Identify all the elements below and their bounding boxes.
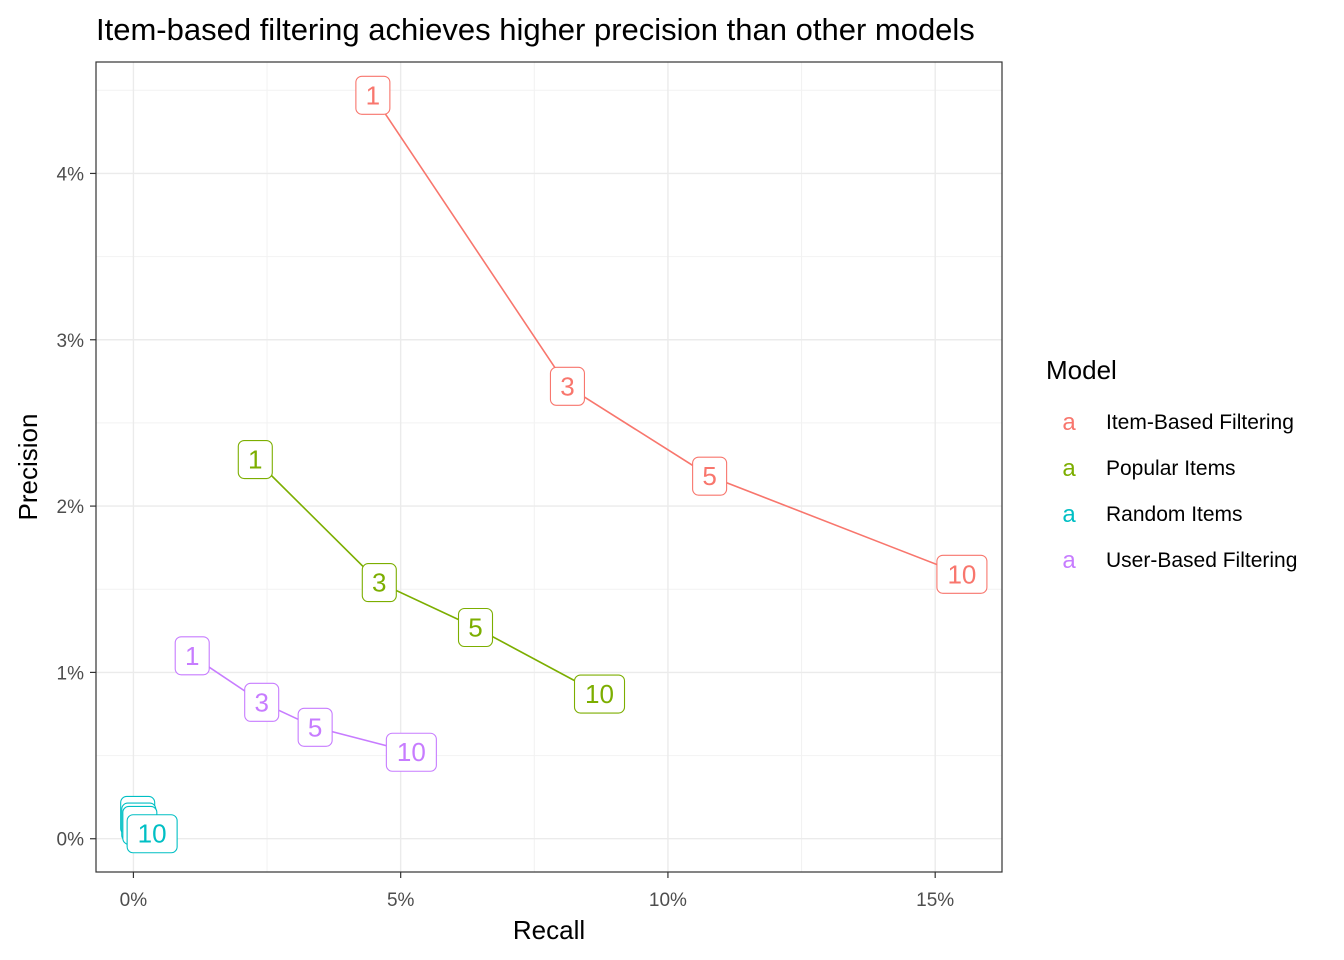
point-label: 10: [385, 732, 437, 772]
point-label: 5: [297, 707, 333, 747]
x-tick-label: 15%: [916, 890, 954, 911]
point-label-text: 10: [397, 737, 426, 767]
y-axis-title: Precision: [13, 414, 43, 521]
series-layer: 13510135101351013510: [120, 75, 988, 854]
x-axis-title: Recall: [513, 915, 585, 945]
point-label-box: [126, 814, 178, 854]
legend-title: Model: [1046, 355, 1117, 385]
x-tick-label: 10%: [649, 890, 687, 911]
point-label: 10: [936, 554, 988, 594]
point-label: 10: [573, 674, 626, 714]
y-tick-label: 4%: [57, 164, 85, 185]
legend-key-glyph: a: [1062, 501, 1076, 528]
point-label-text: 1: [248, 445, 262, 475]
x-tick-label: 5%: [387, 890, 415, 911]
point-label-text: 1: [366, 80, 380, 110]
point-label-box: [457, 607, 494, 648]
point-label-box: [174, 636, 210, 676]
grid-layer: [96, 62, 1002, 872]
point-label-box: [361, 563, 397, 603]
point-label-box: [573, 674, 626, 714]
point-label-text: 3: [372, 568, 386, 598]
point-label-box: [244, 682, 280, 722]
y-tick-label: 1%: [57, 663, 85, 684]
legend-label: Random Items: [1106, 503, 1243, 526]
point-label: 5: [692, 456, 728, 496]
point-label: 3: [549, 366, 585, 406]
chart-title: Item-based filtering achieves higher pre…: [96, 12, 975, 47]
point-label-box: [355, 75, 391, 115]
point-label: 10: [126, 814, 178, 854]
point-label-text: 3: [254, 687, 268, 717]
point-label-text: 5: [468, 613, 482, 643]
point-label-box: [936, 554, 988, 594]
axis-layer: 0% 5% 10% 15% 0% 1% 2% 3% 4%: [57, 164, 955, 911]
point-label: 1: [237, 439, 273, 480]
legend-key-glyph: a: [1062, 455, 1076, 482]
point-label-box: [237, 439, 273, 480]
y-tick-label: 0%: [57, 830, 85, 851]
legend-key-glyph: a: [1062, 547, 1076, 574]
legend-key-glyph: a: [1062, 409, 1076, 436]
legend: Model a Item-Based Filtering a Popular Item…: [1046, 355, 1297, 574]
legend-label: Popular Items: [1106, 457, 1236, 480]
x-tick-label: 0%: [120, 890, 148, 911]
point-label-text: 5: [308, 712, 322, 742]
point-label: 1: [174, 636, 210, 676]
plot-border: [95, 61, 1003, 873]
legend-label: User-Based Filtering: [1106, 549, 1297, 572]
y-tick-label: 3%: [57, 331, 85, 352]
point-label-text: 5: [702, 461, 716, 491]
point-label-text: 10: [947, 559, 976, 589]
point-label-text: 10: [585, 679, 614, 709]
point-label-box: [549, 366, 585, 406]
y-tick-label: 2%: [57, 497, 85, 518]
point-label: 5: [457, 607, 494, 648]
point-label: 3: [244, 682, 280, 722]
point-label-text: 10: [138, 819, 167, 849]
series-line: [372, 94, 963, 576]
point-label-box: [692, 456, 728, 496]
point-label: 1: [355, 75, 391, 115]
point-label: 3: [361, 563, 397, 603]
point-label-box: [385, 732, 437, 772]
point-label-box: [297, 707, 333, 747]
legend-label: Item-Based Filtering: [1106, 411, 1294, 434]
point-label-text: 3: [560, 371, 574, 401]
series-line: [191, 655, 412, 753]
series-line: [254, 458, 600, 695]
point-label-text: 1: [185, 641, 199, 671]
